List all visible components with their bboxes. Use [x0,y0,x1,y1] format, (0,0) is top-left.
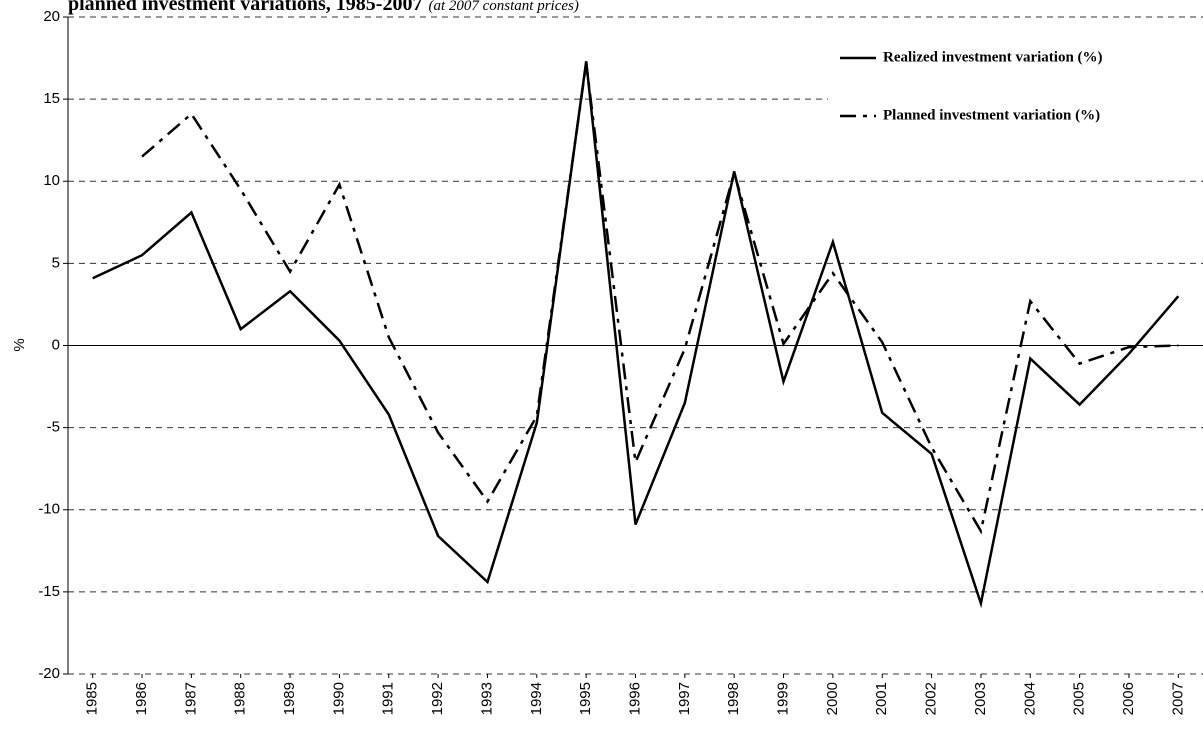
x-tick-label: 1992 [429,682,446,715]
chart-subtitle: (at 2007 constant prices) [428,0,578,14]
x-tick-label: 2001 [873,682,890,715]
y-tick-label: -20 [38,665,60,682]
y-tick-label: 5 [52,254,60,271]
x-tick-label: 1995 [577,682,594,715]
x-tick-label: 2004 [1021,682,1038,715]
x-tick-label: 1998 [725,682,742,715]
legend-label: Planned investment variation (%) [883,107,1100,123]
x-tick-label: 2006 [1120,682,1137,715]
x-tick-label: 2003 [972,682,989,715]
y-tick-label: 15 [43,90,60,107]
y-tick-label: -5 [47,419,60,436]
x-tick-label: 1987 [182,682,199,715]
x-tick-label: 1985 [84,682,101,715]
x-tick-label: 1990 [330,682,347,715]
x-tick-label: 1997 [676,682,693,715]
legend-label: Realized investment variation (%) [883,49,1103,65]
x-tick-label: 1993 [478,682,495,715]
y-tick-label: -15 [38,583,60,600]
x-tick-label: 1988 [232,682,249,715]
x-tick-label: 1999 [775,682,792,715]
series-line [141,62,1179,535]
x-tick-label: 2005 [1071,682,1088,715]
x-tick-label: 1996 [626,682,643,715]
series-line [92,61,1180,609]
x-tick-label: 1991 [380,682,397,715]
x-tick-label: 1989 [281,682,298,715]
y-tick-label: 20 [43,8,60,25]
x-tick-label: 2007 [1169,682,1186,715]
y-axis-label: % [11,338,28,351]
x-tick-label: 1994 [528,682,545,715]
legend-box [828,40,1203,150]
x-tick-label: 1986 [133,682,150,715]
chart-title: planned investment variations, 1985-2007 [68,0,422,15]
y-tick-label: 10 [43,172,60,189]
y-tick-label: -10 [38,501,60,518]
y-tick-label: 0 [52,336,60,353]
x-tick-label: 2002 [923,682,940,715]
x-tick-label: 2000 [824,682,841,715]
